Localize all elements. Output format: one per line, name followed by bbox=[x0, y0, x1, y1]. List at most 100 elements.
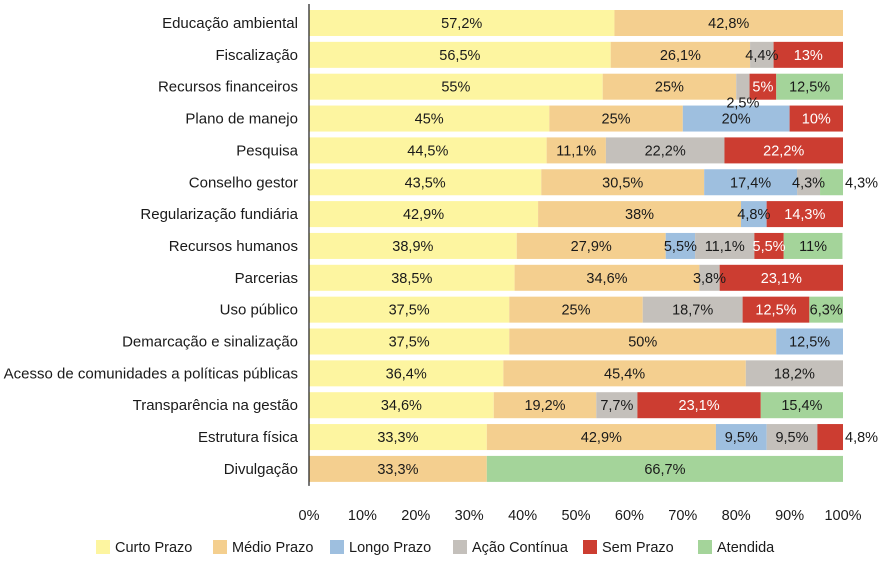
data-label: 5,5% bbox=[664, 239, 697, 255]
data-label: 19,2% bbox=[524, 398, 565, 414]
data-label: 12,5% bbox=[789, 80, 830, 96]
legend-label: Longo Prazo bbox=[349, 540, 431, 556]
bar-segment bbox=[538, 201, 742, 228]
data-label: 36,4% bbox=[386, 366, 427, 382]
x-tick-label: 50% bbox=[561, 508, 590, 524]
data-label: 42,9% bbox=[403, 207, 444, 223]
bar-segment bbox=[486, 455, 843, 482]
data-label: 43,5% bbox=[405, 175, 446, 191]
bar-segment bbox=[486, 424, 716, 451]
bar-segment bbox=[704, 169, 798, 196]
data-label: 30,5% bbox=[602, 175, 643, 191]
category-label: Recursos humanos bbox=[169, 238, 298, 255]
legend-label: Médio Prazo bbox=[232, 540, 313, 556]
bar-segment bbox=[309, 360, 504, 387]
data-label: 7,7% bbox=[600, 398, 633, 414]
bar-segment bbox=[809, 296, 843, 323]
bar-segment bbox=[817, 424, 843, 451]
data-label: 3,8% bbox=[693, 271, 726, 287]
bar-segment bbox=[309, 232, 517, 259]
bar-segment bbox=[642, 296, 743, 323]
category-label: Recursos financeiros bbox=[158, 79, 298, 96]
data-label: 33,3% bbox=[377, 430, 418, 446]
category-label: Estrutura física bbox=[198, 429, 299, 446]
data-label: 22,2% bbox=[645, 143, 686, 159]
x-tick-label: 80% bbox=[722, 508, 751, 524]
data-label: 5,5% bbox=[753, 239, 786, 255]
data-label: 14,3% bbox=[784, 207, 825, 223]
bar-segment bbox=[760, 392, 843, 419]
legend-label: Curto Prazo bbox=[115, 540, 192, 556]
legend-swatch bbox=[330, 540, 344, 554]
category-label: Conselho gestor bbox=[189, 174, 298, 191]
x-tick-label: 100% bbox=[824, 508, 861, 524]
bar-segment bbox=[309, 201, 539, 228]
bar-segment bbox=[309, 73, 603, 100]
bar-segment bbox=[309, 392, 494, 419]
bar-segment bbox=[749, 73, 777, 100]
data-label: 15,4% bbox=[781, 398, 822, 414]
bar-segment bbox=[309, 264, 515, 291]
data-label: 22,2% bbox=[763, 143, 804, 159]
bar-segment bbox=[516, 232, 666, 259]
data-label: 5% bbox=[752, 80, 773, 96]
data-label: 11% bbox=[799, 239, 827, 255]
x-tick-label: 40% bbox=[508, 508, 537, 524]
data-label: 42,9% bbox=[581, 430, 622, 446]
data-label: 25% bbox=[655, 80, 684, 96]
bar-segment bbox=[541, 169, 705, 196]
bar-segment bbox=[503, 360, 746, 387]
data-label: 9,5% bbox=[775, 430, 808, 446]
bar-segment bbox=[309, 455, 487, 482]
data-label: 38,9% bbox=[392, 239, 433, 255]
data-label: 20% bbox=[722, 112, 751, 128]
data-label: 2,5% bbox=[726, 96, 759, 112]
category-label: Pesquisa bbox=[236, 142, 298, 159]
data-label: 4,8% bbox=[737, 207, 770, 223]
data-label: 55% bbox=[441, 80, 470, 96]
bar-segment bbox=[614, 10, 843, 36]
legend-swatch bbox=[453, 540, 467, 554]
legend: Curto Prazo Médio Prazo Longo Prazo Ação Co… bbox=[96, 540, 775, 556]
bar-segment bbox=[610, 41, 751, 68]
data-label: 12,5% bbox=[789, 335, 830, 351]
bar-segment bbox=[309, 424, 487, 451]
data-label: 27,9% bbox=[571, 239, 612, 255]
data-label: 18,7% bbox=[672, 303, 713, 319]
x-tick-label: 20% bbox=[401, 508, 430, 524]
data-label: 45,4% bbox=[604, 366, 645, 382]
data-label: 23,1% bbox=[679, 398, 720, 414]
bar-segment bbox=[602, 73, 737, 100]
bar-segment bbox=[783, 232, 843, 259]
category-label: Regularização fundiária bbox=[140, 206, 298, 223]
data-label: 12,5% bbox=[755, 303, 796, 319]
data-label: 25% bbox=[602, 112, 631, 128]
data-label: 42,8% bbox=[708, 16, 749, 32]
data-label: 57,2% bbox=[441, 16, 482, 32]
category-label: Educação ambiental bbox=[162, 15, 298, 32]
x-tick-label: 30% bbox=[455, 508, 484, 524]
data-label: 11,1% bbox=[556, 143, 596, 159]
category-label: Uso público bbox=[220, 302, 298, 319]
data-label: 56,5% bbox=[439, 48, 480, 64]
data-label: 45% bbox=[415, 112, 444, 128]
data-label: 4,8% bbox=[845, 430, 878, 446]
bar-segment bbox=[309, 169, 542, 196]
bar-segment bbox=[754, 232, 784, 259]
legend-swatch bbox=[213, 540, 227, 554]
bar-segment bbox=[637, 392, 761, 419]
data-label: 10% bbox=[802, 112, 831, 128]
data-label: 38,5% bbox=[391, 271, 432, 287]
category-label: Divulgação bbox=[224, 461, 298, 478]
data-label: 66,7% bbox=[644, 462, 685, 478]
category-labels: Educação ambiental Fiscalização Recursos f… bbox=[4, 15, 299, 478]
data-label: 17,4% bbox=[730, 175, 771, 191]
bar-segment bbox=[776, 328, 843, 355]
bar-segment bbox=[776, 73, 843, 100]
data-label: 11,1% bbox=[705, 239, 745, 255]
bar-segment bbox=[309, 328, 510, 355]
legend-swatch bbox=[698, 540, 712, 554]
legend-swatch bbox=[96, 540, 110, 554]
x-tick-label: 10% bbox=[348, 508, 377, 524]
bar-segment bbox=[773, 41, 843, 68]
